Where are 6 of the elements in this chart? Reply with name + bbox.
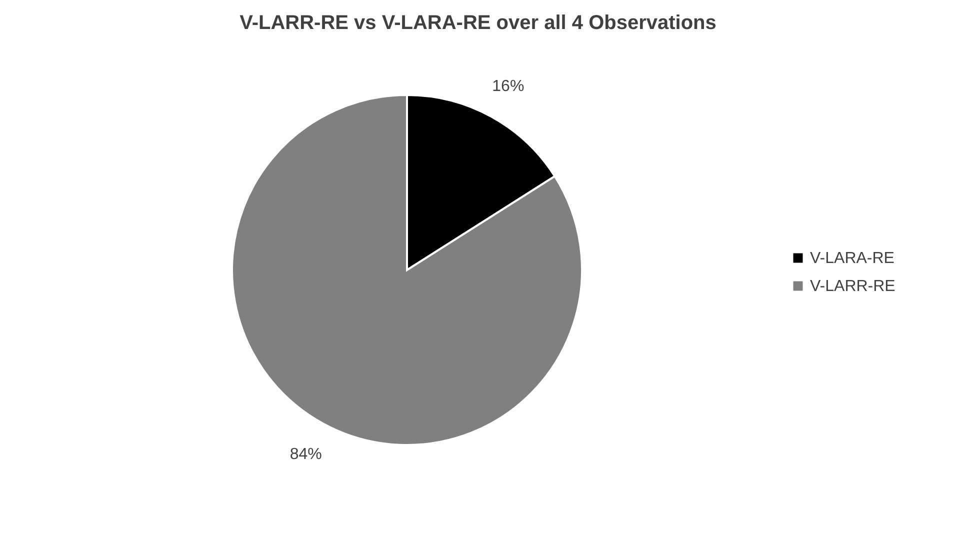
chart-title: V-LARR-RE vs V-LARA-RE over all 4 Observations bbox=[240, 12, 716, 34]
legend-label: V-LARR-RE bbox=[810, 278, 896, 295]
legend-label: V-LARA-RE bbox=[810, 250, 894, 267]
data-label: 16% bbox=[492, 78, 524, 95]
pie-slice bbox=[231, 94, 583, 446]
data-label: 84% bbox=[290, 446, 322, 464]
